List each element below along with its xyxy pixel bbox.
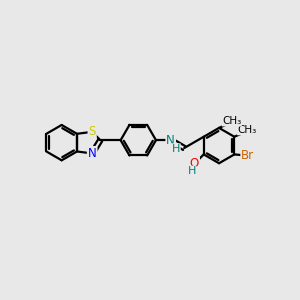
Text: N: N — [166, 134, 175, 147]
Text: N: N — [88, 147, 97, 160]
Text: H: H — [172, 144, 180, 154]
Text: O: O — [190, 157, 199, 170]
Text: CH₃: CH₃ — [222, 116, 242, 126]
Text: CH₃: CH₃ — [238, 125, 257, 135]
Text: Br: Br — [241, 149, 254, 162]
Text: S: S — [88, 125, 96, 138]
Text: H: H — [188, 166, 196, 176]
